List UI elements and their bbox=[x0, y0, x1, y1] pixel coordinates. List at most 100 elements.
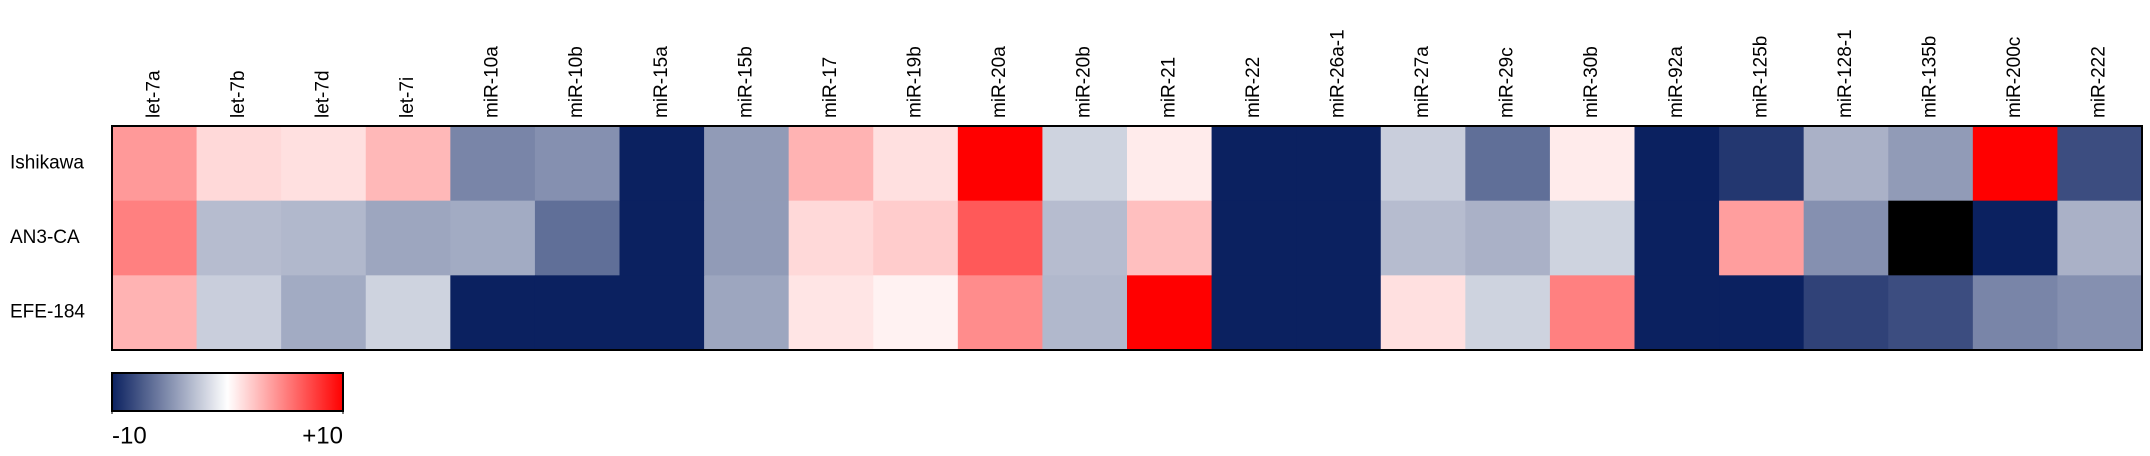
heatmap-cell bbox=[450, 275, 536, 351]
column-label: miR-15a bbox=[651, 46, 672, 118]
column-label: miR-27a bbox=[1412, 46, 1433, 118]
heatmap-cell bbox=[1803, 200, 1889, 276]
heatmap-cell bbox=[2057, 126, 2143, 202]
heatmap-cell bbox=[112, 126, 198, 202]
heatmap-cell bbox=[1465, 126, 1551, 202]
column-label: miR-200c bbox=[2004, 37, 2025, 118]
row-label: AN3-CA bbox=[10, 227, 80, 248]
heatmap-cell bbox=[788, 200, 874, 276]
heatmap-cell bbox=[1380, 275, 1466, 351]
column-label: miR-15b bbox=[735, 46, 756, 118]
heatmap-cell bbox=[1719, 275, 1805, 351]
column-label: miR-21 bbox=[1158, 57, 1179, 118]
column-label: miR-19b bbox=[905, 46, 926, 118]
colorbar bbox=[111, 372, 344, 412]
heatmap-cell bbox=[1634, 275, 1720, 351]
heatmap-cell bbox=[788, 275, 874, 351]
heatmap-cell bbox=[1803, 126, 1889, 202]
heatmap-cell bbox=[1380, 200, 1466, 276]
heatmap-cell bbox=[1042, 275, 1128, 351]
heatmap-cell bbox=[2057, 200, 2143, 276]
heatmap-cell bbox=[365, 200, 451, 276]
row-label: EFE-184 bbox=[10, 302, 85, 323]
heatmap-cell bbox=[704, 126, 790, 202]
heatmap-cell bbox=[957, 200, 1043, 276]
heatmap-cell bbox=[704, 275, 790, 351]
heatmap-cell bbox=[281, 200, 367, 276]
column-label: miR-29c bbox=[1497, 47, 1518, 118]
heatmap-cell bbox=[534, 126, 620, 202]
heatmap-cell bbox=[450, 126, 536, 202]
heatmap-cell bbox=[1296, 275, 1382, 351]
heatmap-cell bbox=[957, 275, 1043, 351]
heatmap-cell bbox=[1972, 275, 2058, 351]
heatmap-cell bbox=[957, 126, 1043, 202]
column-label: let-7d bbox=[312, 70, 333, 118]
heatmap-cell bbox=[365, 126, 451, 202]
column-label: miR-92a bbox=[1666, 46, 1687, 118]
heatmap-cell bbox=[281, 275, 367, 351]
column-label: miR-17 bbox=[820, 57, 841, 118]
column-label: miR-22 bbox=[1243, 57, 1264, 118]
heatmap-cell bbox=[1296, 200, 1382, 276]
column-label: miR-30b bbox=[1581, 46, 1602, 118]
heatmap-border bbox=[111, 125, 2143, 351]
heatmap-cell bbox=[1719, 126, 1805, 202]
heatmap-cell bbox=[1127, 200, 1213, 276]
heatmap-cell bbox=[1549, 126, 1635, 202]
heatmap-cell bbox=[1803, 275, 1889, 351]
heatmap-cell bbox=[619, 275, 705, 351]
heatmap-cell bbox=[196, 200, 282, 276]
column-label: miR-10a bbox=[482, 46, 503, 118]
heatmap-cell bbox=[1042, 200, 1128, 276]
heatmap-cell bbox=[788, 126, 874, 202]
heatmap-cell bbox=[1888, 275, 1974, 351]
heatmap-cell bbox=[619, 126, 705, 202]
heatmap-cell bbox=[1380, 126, 1466, 202]
colorbar-tick-label: +10 bbox=[302, 422, 343, 449]
heatmap-cell bbox=[2057, 275, 2143, 351]
heatmap-cell bbox=[1296, 126, 1382, 202]
heatmap-cell bbox=[1211, 200, 1297, 276]
heatmap-cell bbox=[112, 200, 198, 276]
heatmap-cell bbox=[196, 275, 282, 351]
heatmap-cell bbox=[281, 126, 367, 202]
heatmap-cell bbox=[1634, 126, 1720, 202]
heatmap-cell bbox=[873, 200, 959, 276]
heatmap-cell bbox=[1127, 275, 1213, 351]
heatmap-cell bbox=[873, 275, 959, 351]
heatmap-cell bbox=[1549, 275, 1635, 351]
heatmap-cell bbox=[619, 200, 705, 276]
column-label: let-7i bbox=[397, 77, 418, 118]
column-label: miR-10b bbox=[566, 46, 587, 118]
heatmap-cell bbox=[1465, 275, 1551, 351]
column-label: let-7a bbox=[143, 70, 164, 118]
heatmap-cell bbox=[1972, 126, 2058, 202]
heatmap-cell bbox=[1127, 126, 1213, 202]
heatmap-cell bbox=[873, 126, 959, 202]
column-label: miR-26a-1 bbox=[1327, 29, 1348, 118]
column-label: miR-128-1 bbox=[1835, 29, 1856, 118]
heatmap-cell bbox=[1888, 200, 1974, 276]
column-label: miR-20b bbox=[1074, 46, 1095, 118]
column-label: miR-135b bbox=[1920, 36, 1941, 118]
column-label: miR-222 bbox=[2089, 46, 2110, 118]
heatmap-cell bbox=[1634, 200, 1720, 276]
heatmap-cell bbox=[1972, 200, 2058, 276]
column-label: let-7b bbox=[228, 70, 249, 118]
column-label: miR-125b bbox=[1750, 36, 1771, 118]
heatmap-cell bbox=[365, 275, 451, 351]
heatmap-cell bbox=[1211, 126, 1297, 202]
colorbar-tick-label: -10 bbox=[112, 422, 147, 449]
heatmap-cell bbox=[1211, 275, 1297, 351]
heatmap-cell bbox=[1465, 200, 1551, 276]
heatmap-cell bbox=[1042, 126, 1128, 202]
heatmap-cell bbox=[450, 200, 536, 276]
column-label: miR-20a bbox=[989, 46, 1010, 118]
heatmap-cell bbox=[704, 200, 790, 276]
heatmap-cell bbox=[1719, 200, 1805, 276]
heatmap-cell bbox=[112, 275, 198, 351]
heatmap-cell bbox=[1549, 200, 1635, 276]
heatmap-cell bbox=[534, 275, 620, 351]
